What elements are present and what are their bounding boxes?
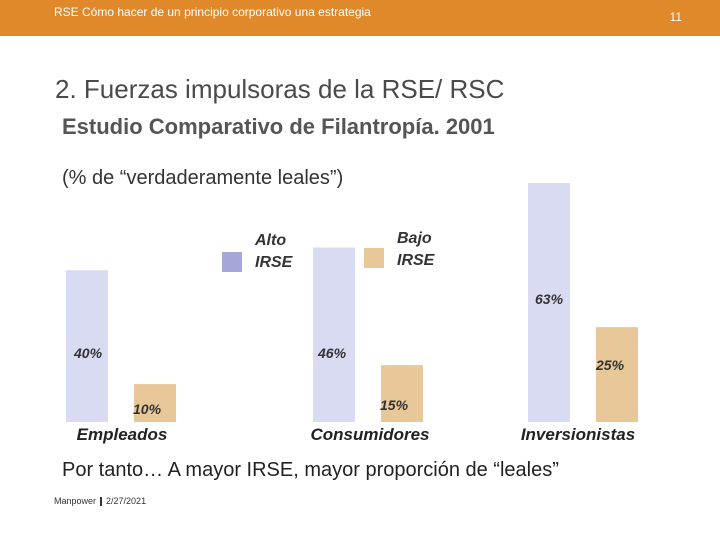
chart-note: (% de “verdaderamente leales”) [62,167,344,189]
data-label-inversionistas-bajo: 25% [595,357,625,373]
header-bar: RSE Cómo hacer de un principio corporati… [0,0,720,36]
page-number: 11 [669,10,682,24]
conclusion-text: Por tanto… A mayor IRSE, mayor proporció… [62,459,559,481]
bar-empleados-bajo [134,384,176,422]
footer-separator [100,497,103,507]
legend-swatch-bajo [364,248,384,268]
footer: Manpower 2/27/2021 [54,496,147,507]
bar-consumidores-bajo [381,365,423,422]
bar-inversionistas-bajo [596,327,638,422]
legend-label-alto: Alto IRSE [255,232,293,271]
slide-subheading: Estudio Comparativo de Filantropía. 2001 [62,114,495,139]
category-label-inversionistas: Inversionistas [521,425,635,444]
data-label-empleados-alto: 40% [73,345,103,361]
presentation-title: RSE Cómo hacer de un principio corporati… [54,5,371,19]
footer-date: 2/27/2021 [106,496,147,506]
slide-heading: 2. Fuerzas impulsoras de la RSE/ RSC [55,74,505,104]
category-label-consumidores: Consumidores [310,425,429,444]
legend-swatch-alto [222,252,242,272]
data-label-inversionistas-alto: 63% [535,291,564,307]
bar-inversionistas-alto [528,183,570,422]
footer-brand: Manpower [54,496,97,506]
bar-empleados-alto [66,270,108,422]
legend-label-bajo: Bajo IRSE [397,230,435,269]
bar-consumidores-alto [313,247,355,422]
data-label-consumidores-bajo: 15% [380,397,409,413]
data-label-empleados-bajo: 10% [133,401,162,417]
category-label-empleados: Empleados [77,425,168,444]
data-label-consumidores-alto: 46% [317,345,347,361]
